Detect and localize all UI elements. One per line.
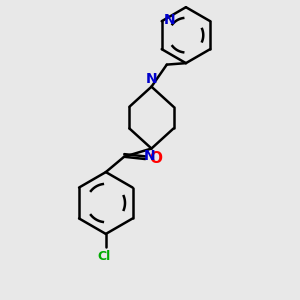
Text: O: O — [149, 151, 162, 166]
Text: N: N — [144, 149, 156, 164]
Text: N: N — [146, 72, 157, 86]
Text: Cl: Cl — [98, 250, 111, 263]
Text: N: N — [164, 13, 176, 27]
